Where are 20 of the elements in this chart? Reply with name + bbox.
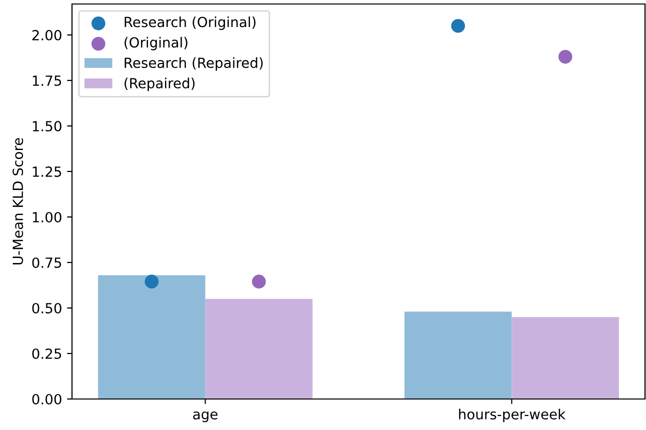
y-tick-label: 2.00 [32, 30, 62, 40]
y-tick-label: 1.00 [32, 212, 62, 222]
y-tick-label: 0.75 [32, 257, 62, 268]
bar [205, 298, 313, 399]
legend-label: Research (Repaired) [124, 57, 263, 71]
legend-label: (Original) [124, 36, 188, 50]
y-tick-label: 0.25 [32, 348, 62, 359]
bar [404, 312, 512, 399]
x-tick-label: hours-per-week [459, 408, 566, 422]
y-axis-title: U-Mean KLD Score [12, 138, 24, 264]
legend-label: (Repaired) [124, 78, 195, 92]
y-tick-label: 1.50 [32, 120, 62, 132]
x-tick-label: age [193, 412, 218, 422]
y-tick-label: 0.00 [32, 394, 62, 404]
y-tick-label: 1.25 [32, 166, 62, 177]
legend-label: Research (Original) [124, 16, 256, 30]
bar [98, 275, 206, 399]
bar [512, 317, 619, 399]
y-tick-label: 0.50 [32, 302, 62, 314]
y-tick-label: 1.75 [32, 76, 62, 86]
